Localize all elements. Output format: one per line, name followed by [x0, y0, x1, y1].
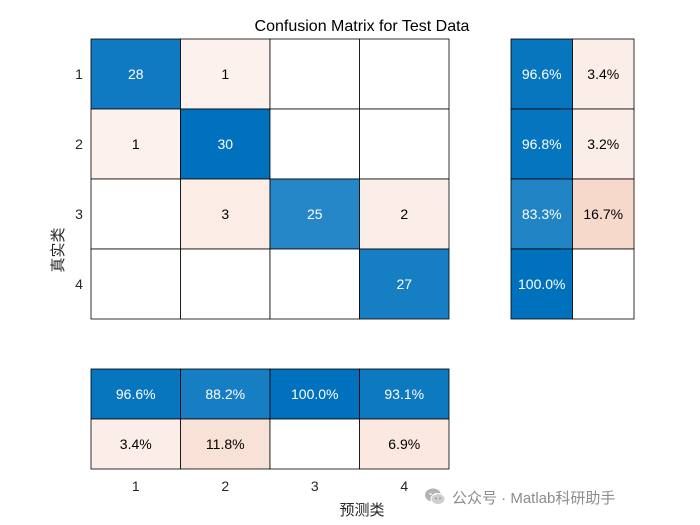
wechat-icon: [425, 488, 446, 505]
column-summary-cell-2-1-label: 3.4%: [120, 436, 152, 452]
column-summary-cell-1-1: [90, 368, 181, 420]
column-summary-cell-2-3: [269, 418, 360, 470]
column-summary-cell-1-2-label: 88.2%: [205, 386, 245, 402]
matrix-cell-2-2-label: 30: [217, 136, 233, 152]
matrix-cell-3-3-label: 25: [307, 206, 323, 222]
confusion-matrix-grid: 28 1 1 30 3 25 2 27: [90, 38, 450, 320]
column-summary-cell-1-3-label: 100.0%: [291, 386, 338, 402]
x-tick-label-1: 1: [132, 478, 140, 494]
matrix-cell-1-2: [180, 38, 271, 110]
matrix-cell-2-2: [180, 108, 271, 180]
column-summary-cell-2-4: [359, 418, 450, 470]
matrix-cell-1-2-label: 1: [221, 66, 229, 82]
column-summary-cell-2-4-label: 6.9%: [388, 436, 420, 452]
column-summary-cell-1-2: [180, 368, 271, 420]
y-axis-label: 真实类: [49, 227, 67, 272]
matrix-cell-4-2: [180, 248, 271, 320]
column-summary-cell-2-2: [180, 418, 271, 470]
matrix-cell-1-1: [90, 38, 181, 110]
row-summary-cell-2-2-label: 3.2%: [587, 136, 619, 152]
watermark-text: 公众号 · Matlab科研助手: [452, 489, 616, 507]
watermark: 公众号 · Matlab科研助手: [424, 486, 615, 508]
row-summary-cell-2-1-label: 96.8%: [522, 136, 562, 152]
matrix-cell-2-1: [90, 108, 181, 180]
matrix-cell-4-4: [359, 248, 450, 320]
matrix-cell-4-3: [269, 248, 360, 320]
row-summary-cell-1-1-label: 96.6%: [522, 66, 562, 82]
row-summary-cell-4-1-label: 100.0%: [518, 276, 565, 292]
y-tick-label-1: 1: [75, 66, 83, 82]
row-summary-cell-1-2-label: 3.4%: [587, 66, 619, 82]
row-summary-grid: 96.6% 3.4% 96.8% 3.2% 83.3% 16.7% 100.0%: [510, 38, 635, 320]
row-summary-cell-1-2: [572, 38, 635, 110]
chart-title: Confusion Matrix for Test Data: [255, 18, 470, 35]
y-tick-label-4: 4: [75, 276, 83, 292]
matrix-cell-1-3: [269, 38, 360, 110]
x-tick-labels: 1 2 3 4: [132, 478, 409, 494]
y-tick-label-2: 2: [75, 136, 83, 152]
y-tick-label-3: 3: [75, 206, 83, 222]
x-tick-label-3: 3: [311, 478, 319, 494]
x-tick-label-2: 2: [221, 478, 229, 494]
row-summary-cell-3-1-label: 83.3%: [522, 206, 562, 222]
column-summary-cell-1-3: [269, 368, 360, 420]
matrix-cell-3-4-label: 2: [400, 206, 408, 222]
column-summary-cell-2-1: [90, 418, 181, 470]
matrix-cell-2-3: [269, 108, 360, 180]
row-summary-cell-3-1: [510, 178, 573, 250]
matrix-cell-3-2: [180, 178, 271, 250]
x-tick-label-4: 4: [400, 478, 408, 494]
x-axis-label: 预测类: [339, 501, 384, 519]
matrix-cell-4-1: [90, 248, 181, 320]
column-summary-grid: 96.6% 88.2% 100.0% 93.1% 3.4% 11.8% 6.9%: [90, 368, 450, 470]
row-summary-cell-4-2: [572, 248, 635, 320]
matrix-cell-4-4-label: 27: [396, 276, 412, 292]
matrix-cell-1-1-label: 28: [128, 66, 144, 82]
matrix-cell-3-1: [90, 178, 181, 250]
matrix-cell-3-2-label: 3: [221, 206, 229, 222]
row-summary-cell-3-2-label: 16.7%: [583, 206, 623, 222]
column-summary-cell-1-4: [359, 368, 450, 420]
matrix-cell-1-4: [359, 38, 450, 110]
column-summary-cell-2-2-label: 11.8%: [206, 436, 245, 452]
y-tick-labels: 1 2 3 4: [75, 66, 83, 292]
matrix-cell-3-3: [269, 178, 360, 250]
row-summary-cell-3-2: [572, 178, 635, 250]
matrix-cell-2-1-label: 1: [132, 136, 140, 152]
row-summary-cell-2-2: [572, 108, 635, 180]
matrix-cell-2-4: [359, 108, 450, 180]
column-summary-cell-1-1-label: 96.6%: [116, 386, 156, 402]
column-summary-cell-1-4-label: 93.1%: [384, 386, 424, 402]
